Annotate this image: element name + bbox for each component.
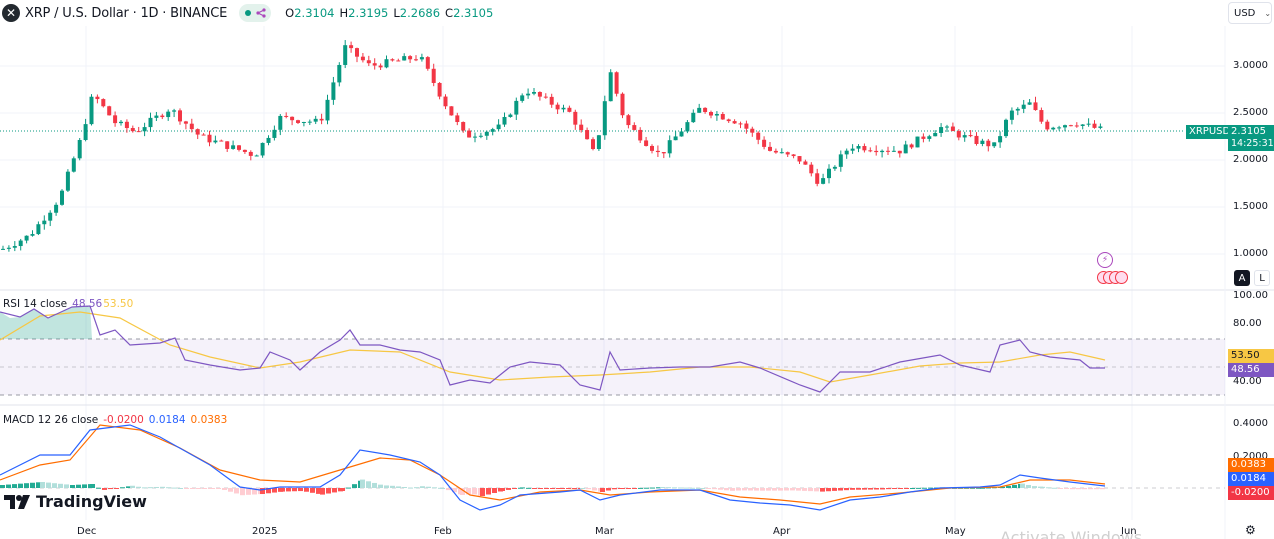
- price-tick: 2.0000: [1233, 154, 1268, 165]
- tradingview-logo-icon: [4, 494, 30, 509]
- macd-tick: 0.4000: [1233, 418, 1268, 429]
- low-value: 2.2686: [399, 6, 441, 20]
- rsi-value: 48.56: [72, 298, 103, 310]
- last-price-tag: 2.3105 14:25:31: [1228, 125, 1274, 151]
- live-status-icon: [244, 10, 251, 16]
- lightning-event-icon[interactable]: ⚡: [1097, 252, 1113, 268]
- grid-lines: [0, 26, 1225, 520]
- high-value: 2.3195: [348, 6, 389, 20]
- symbol-tag: XRPUSD: [1186, 125, 1234, 139]
- price-tick: 1.0000: [1233, 248, 1268, 259]
- rsi-name: RSI 14 close: [3, 298, 68, 310]
- high-label: H: [339, 6, 349, 20]
- tradingview-logo[interactable]: TradingView: [4, 492, 147, 511]
- open-value: 2.3104: [294, 6, 335, 20]
- ohlc-values: O2.3104 H2.3195 L2.2686 C2.3105: [285, 6, 493, 20]
- macd-line-tag: 0.0184: [1228, 472, 1274, 486]
- low-label: L: [393, 6, 400, 20]
- os-watermark: Activate Windows: [1000, 528, 1143, 539]
- rsi-value-tag: 48.56: [1228, 363, 1274, 377]
- open-label: O: [285, 6, 295, 20]
- rsi-tick: 100.00: [1233, 290, 1268, 301]
- macd-legend[interactable]: MACD 12 26 close -0.0200 0.0184 0.0383: [3, 414, 227, 426]
- xrp-logo-icon: ✕: [2, 4, 20, 22]
- rsi-ma-tag: 53.50: [1228, 349, 1274, 363]
- tradingview-wordmark: TradingView: [36, 492, 147, 511]
- time-tick: Apr: [773, 526, 791, 537]
- close-value: 2.3105: [453, 6, 494, 20]
- last-price-value: 2.3105: [1231, 126, 1266, 137]
- time-tick: Feb: [434, 526, 452, 537]
- rsi-legend[interactable]: RSI 14 close 48.56 53.50: [3, 298, 133, 310]
- currency-value: USD: [1234, 7, 1256, 19]
- macd-pane: [0, 424, 1225, 511]
- symbol-header: ✕ XRP / U.S. Dollar · 1D · BINANCE O2.31…: [0, 0, 493, 26]
- time-tick: May: [945, 526, 966, 537]
- log-scale-button[interactable]: L: [1254, 270, 1270, 286]
- macd-tick: 0.2000: [1233, 451, 1268, 462]
- price-tick: 1.5000: [1233, 201, 1268, 212]
- macd-histogram-tag: -0.0200: [1228, 486, 1274, 500]
- time-tick: 2025: [252, 526, 278, 537]
- settings-gear-icon[interactable]: ⚙: [1245, 523, 1256, 537]
- rsi-tick: 40.00: [1233, 376, 1262, 387]
- price-tick: 2.5000: [1233, 107, 1268, 118]
- currency-selector[interactable]: USD ⌄: [1228, 2, 1272, 24]
- us-economic-events-icon[interactable]: [1097, 271, 1128, 284]
- share-button[interactable]: [239, 4, 272, 22]
- chevron-down-icon: ⌄: [1264, 8, 1272, 18]
- macd-line-value: 0.0184: [148, 414, 186, 426]
- time-tick: Jun: [1121, 526, 1137, 537]
- price-tick: 3.0000: [1233, 60, 1268, 71]
- rsi-ma-value: 53.50: [103, 298, 134, 310]
- rsi-tick: 80.00: [1233, 318, 1262, 329]
- bar-countdown: 14:25:31: [1231, 138, 1274, 149]
- rsi-pane: [0, 305, 1225, 396]
- time-tick: Mar: [595, 526, 614, 537]
- symbol-title[interactable]: XRP / U.S. Dollar · 1D · BINANCE: [25, 5, 228, 21]
- share-icon: [256, 8, 266, 18]
- candlestick-series: [1, 40, 1103, 252]
- macd-histogram-value: -0.0200: [103, 414, 144, 426]
- macd-name: MACD 12 26 close: [3, 414, 99, 426]
- macd-signal-tag: 0.0383: [1228, 458, 1274, 472]
- auto-scale-button[interactable]: A: [1234, 270, 1250, 286]
- macd-signal-value: 0.0383: [190, 414, 228, 426]
- close-label: C: [445, 6, 454, 20]
- time-tick: Dec: [77, 526, 97, 537]
